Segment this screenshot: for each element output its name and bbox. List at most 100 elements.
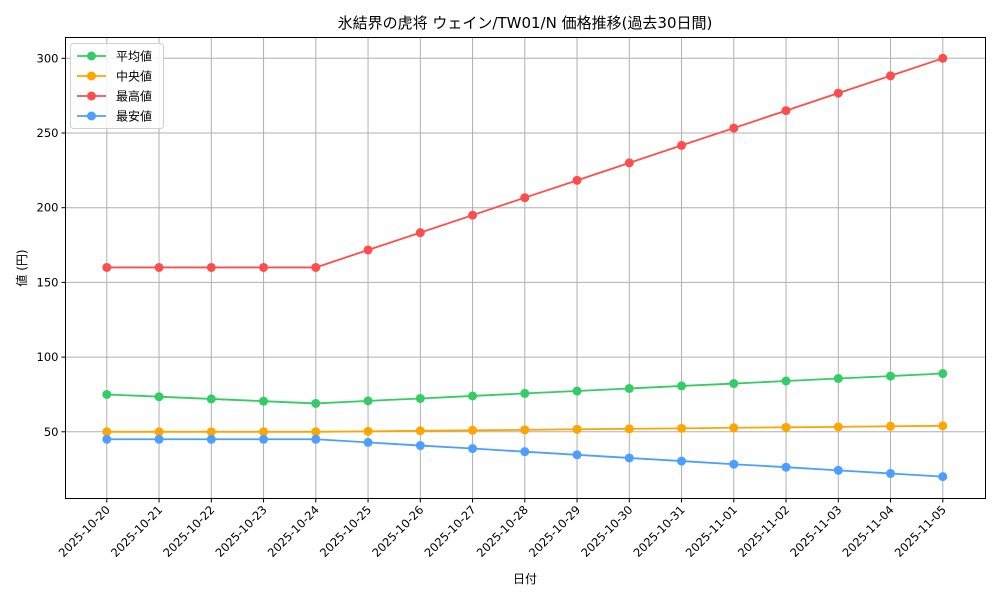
data-point-marker	[154, 392, 164, 402]
data-point-marker	[468, 391, 478, 401]
data-point-marker	[259, 427, 269, 437]
data-point-marker	[259, 396, 269, 406]
data-point-marker	[102, 262, 112, 272]
data-point-marker	[259, 434, 269, 444]
data-point-marker	[154, 427, 164, 437]
x-tick-label: 2025-10-23	[213, 503, 270, 560]
series-lines	[102, 53, 948, 482]
legend-label: 最安値	[116, 109, 152, 124]
x-tick-label: 2025-10-29	[526, 503, 583, 560]
data-point-marker	[102, 389, 112, 399]
data-point-marker	[572, 424, 582, 434]
data-point-marker	[311, 398, 321, 408]
data-point-marker	[781, 422, 791, 432]
data-point-marker	[886, 371, 896, 381]
x-tick-label: 2025-10-28	[474, 503, 531, 560]
data-point-marker	[520, 447, 530, 457]
data-point-marker	[886, 468, 896, 478]
data-point-marker	[886, 421, 896, 431]
data-point-marker	[729, 459, 739, 469]
data-point-marker	[363, 396, 373, 406]
x-tick-label: 2025-11-04	[840, 503, 897, 560]
series-最安値	[102, 434, 948, 482]
x-tick-label: 2025-10-25	[317, 503, 374, 560]
data-point-marker	[781, 462, 791, 472]
x-tick-label: 2025-11-02	[735, 503, 792, 560]
legend-item: 平均値	[77, 49, 152, 64]
y-tick-label: 300	[37, 51, 59, 65]
data-point-marker	[729, 423, 739, 433]
y-tick-label: 100	[37, 350, 59, 364]
legend-marker	[87, 71, 96, 81]
data-point-marker	[624, 453, 634, 463]
x-tick-label: 2025-10-27	[422, 503, 479, 560]
data-point-marker	[729, 123, 739, 133]
data-point-marker	[781, 106, 791, 116]
chart-title: 氷結界の虎将 ウェイン/TW01/N 価格推移(過去30日間)	[338, 14, 713, 32]
y-tick-label: 250	[37, 126, 59, 140]
data-point-marker	[415, 426, 425, 436]
x-tick-label: 2025-11-05	[892, 503, 949, 560]
data-point-marker	[886, 71, 896, 81]
legend-label: 平均値	[116, 49, 152, 64]
data-point-marker	[833, 422, 843, 432]
y-axis-label: 値 (円)	[14, 249, 29, 286]
data-point-marker	[415, 441, 425, 451]
x-tick-label: 2025-11-01	[683, 503, 740, 560]
data-point-marker	[677, 140, 687, 150]
legend-label: 中央値	[116, 69, 152, 84]
x-axis: 2025-10-202025-10-212025-10-222025-10-23…	[56, 498, 949, 560]
legend-marker	[87, 91, 96, 101]
y-tick-label: 200	[37, 201, 59, 215]
data-point-marker	[520, 425, 530, 435]
series-最高値	[102, 53, 948, 272]
series-中央値	[102, 421, 948, 437]
legend-item: 最安値	[77, 109, 152, 124]
legend-item: 中央値	[77, 69, 152, 84]
data-point-marker	[259, 262, 269, 272]
data-point-marker	[206, 262, 216, 272]
data-point-marker	[206, 427, 216, 437]
x-tick-label: 2025-10-22	[160, 503, 217, 560]
x-tick-label: 2025-10-21	[108, 503, 165, 560]
data-point-marker	[311, 427, 321, 437]
data-point-marker	[468, 444, 478, 454]
data-point-marker	[938, 421, 948, 431]
x-tick-label: 2025-10-20	[56, 503, 113, 560]
legend-box	[70, 43, 164, 129]
data-point-marker	[468, 425, 478, 435]
data-point-marker	[781, 376, 791, 386]
data-point-marker	[624, 383, 634, 393]
data-point-marker	[833, 465, 843, 475]
data-point-marker	[729, 379, 739, 389]
y-tick-label: 50	[44, 425, 59, 439]
data-point-marker	[572, 386, 582, 396]
legend-item: 最高値	[77, 89, 152, 104]
data-point-marker	[572, 450, 582, 460]
x-tick-label: 2025-10-24	[265, 503, 322, 560]
data-point-marker	[363, 437, 373, 447]
legend-marker	[87, 111, 96, 121]
legend-marker	[87, 51, 96, 61]
data-point-marker	[938, 369, 948, 379]
x-tick-label: 2025-10-30	[578, 503, 635, 560]
data-point-marker	[468, 210, 478, 220]
data-point-marker	[938, 472, 948, 482]
data-point-marker	[624, 424, 634, 434]
data-point-marker	[520, 193, 530, 203]
data-point-marker	[677, 381, 687, 391]
y-tick-label: 150	[37, 275, 59, 289]
data-point-marker	[311, 434, 321, 444]
data-point-marker	[102, 427, 112, 437]
data-point-marker	[102, 434, 112, 444]
y-axis: 50 100 150 200 250 300	[37, 51, 66, 439]
data-point-marker	[938, 53, 948, 63]
series-平均値	[102, 369, 948, 408]
data-point-marker	[415, 393, 425, 403]
data-point-marker	[311, 262, 321, 272]
data-point-marker	[206, 394, 216, 404]
x-tick-label: 2025-10-26	[369, 503, 426, 560]
x-tick-label: 2025-10-31	[631, 503, 688, 560]
